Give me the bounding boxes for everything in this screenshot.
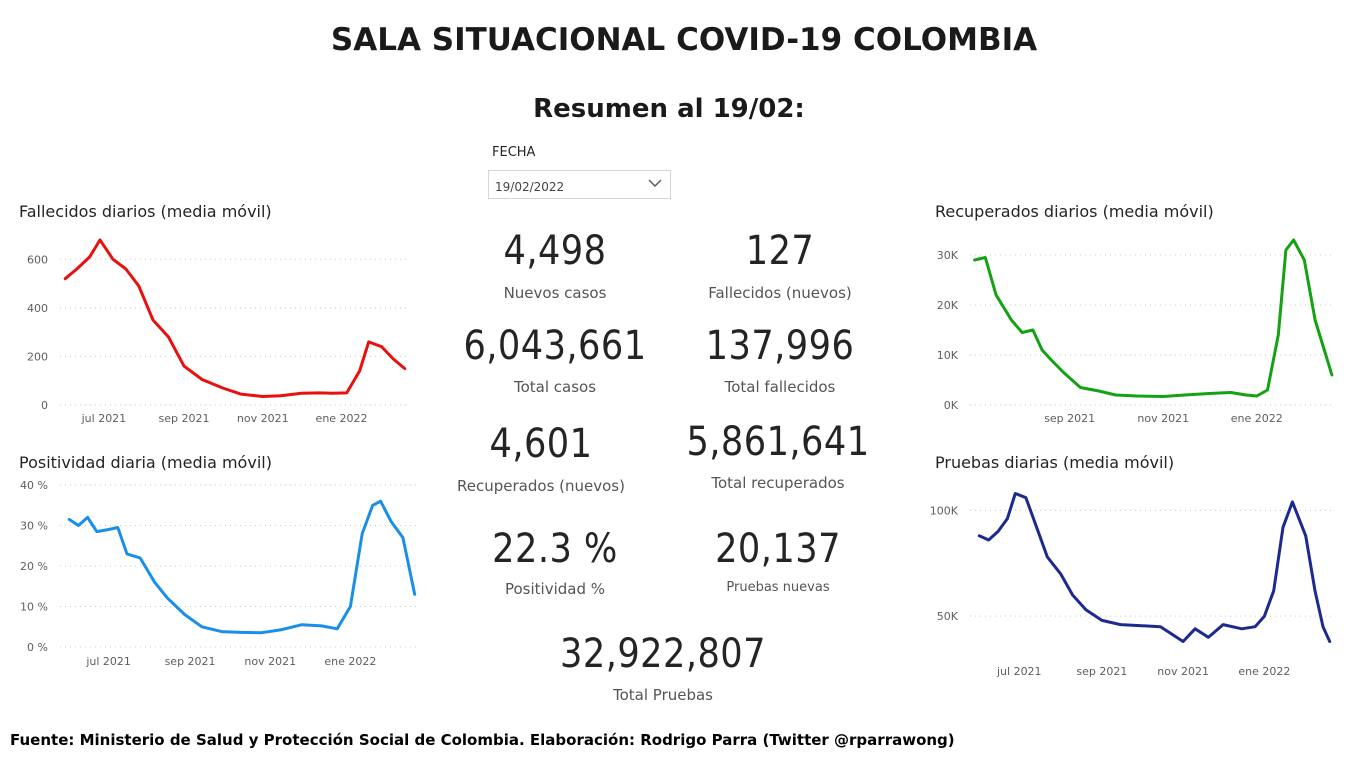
chart-positividad[interactable]: 0 % 10 % 20 % 30 % 40 % jul 2021 sep 2021 nov 2… [15,475,425,675]
x-tick-label: nov 2021 [1157,665,1209,678]
page-title: SALA SITUACIONAL COVID-19 COLOMBIA [330,22,1038,58]
card-nuevos-casos-label: Nuevos casos [503,284,607,302]
card-total-casos-label: Total casos [513,378,597,396]
y-tick-label: 100K [930,504,959,517]
x-tick-label: sep 2021 [1044,412,1095,425]
chart-pruebas[interactable]: 50K 100K jul 2021 sep 2021 nov 2021 ene 2022 [925,475,1345,685]
x-tick-label: ene 2022 [1231,412,1283,425]
x-tick-label: nov 2021 [237,412,289,425]
series-line[interactable] [67,499,417,635]
series-line[interactable] [977,492,1332,643]
card-positividad-label: Positividad % [504,580,606,598]
chart-recuperados-title: Recuperados diarios (media móvil) [935,202,1214,221]
y-tick-label: 0 % [27,641,48,654]
card-total-fallecidos-value: 137,996 [705,323,855,369]
x-tick-label: nov 2021 [1137,412,1189,425]
y-tick-label: 0 [41,399,48,412]
y-tick-label: 200 [27,350,48,363]
y-tick-label: 30 % [20,520,48,533]
card-fallecidos-nuevos-label: Fallecidos (nuevos) [708,284,852,302]
series-line[interactable] [63,238,407,398]
series-line[interactable] [973,238,1334,398]
date-slicer-value: 19/02/2022 [495,180,565,194]
y-tick-label: 10 % [20,601,48,614]
date-slicer-dropdown[interactable]: 19/02/2022 [488,170,671,199]
x-tick-label: nov 2021 [244,655,296,668]
card-pruebas-nuevas-value: 20,137 [715,526,841,572]
y-tick-label: 40 % [20,479,48,492]
card-total-pruebas-value: 32,922,807 [560,631,766,677]
card-total-pruebas-label: Total Pruebas [612,686,713,704]
y-tick-label: 400 [27,302,48,315]
date-slicer-label: FECHA [492,145,536,160]
chart-fallecidos-title: Fallecidos diarios (media móvil) [19,202,272,221]
chart-positividad-title: Positividad diaria (media móvil) [19,453,272,472]
chevron-down-icon [648,179,662,187]
y-tick-label: 600 [27,253,48,266]
card-total-recuperados-label: Total recuperados [711,474,845,492]
chart-recuperados[interactable]: 0K 10K 20K 30K sep 2021 nov 2021 ene 2022 [925,225,1345,435]
card-nuevos-casos-value: 4,498 [503,228,607,274]
y-tick-label: 0K [944,399,959,412]
x-tick-label: jul 2021 [81,412,127,425]
chart-pruebas-title: Pruebas diarias (media móvil) [935,453,1175,472]
card-pruebas-nuevas-label: Pruebas nuevas [726,580,830,595]
source-footer: Fuente: Ministerio de Salud y Protección… [10,731,955,749]
card-total-fallecidos-label: Total fallecidos [724,378,836,396]
chart-fallecidos[interactable]: 0 200 400 600 jul 2021 sep 2021 nov 2021 ene 20… [15,225,415,435]
x-tick-label: jul 2021 [85,655,131,668]
x-tick-label: ene 2022 [1238,665,1290,678]
card-recuperados-nuevos-value: 4,601 [489,421,593,467]
x-tick-label: sep 2021 [165,655,216,668]
page-subtitle: Resumen al 19/02: [533,94,805,124]
y-tick-label: 20 % [20,560,48,573]
y-tick-label: 10K [937,349,959,362]
x-tick-label: ene 2022 [316,412,368,425]
y-tick-label: 50K [937,610,959,623]
card-total-casos-value: 6,043,661 [463,323,647,369]
card-positividad-value: 22.3 % [492,526,618,572]
card-recuperados-nuevos-label: Recuperados (nuevos) [457,477,625,495]
x-tick-label: jul 2021 [996,665,1042,678]
x-tick-label: sep 2021 [158,412,209,425]
x-tick-label: sep 2021 [1076,665,1127,678]
x-tick-label: ene 2022 [324,655,376,668]
card-total-recuperados-value: 5,861,641 [686,419,870,465]
card-fallecidos-nuevos-value: 127 [745,228,815,274]
y-tick-label: 30K [937,249,959,262]
y-tick-label: 20K [937,299,959,312]
